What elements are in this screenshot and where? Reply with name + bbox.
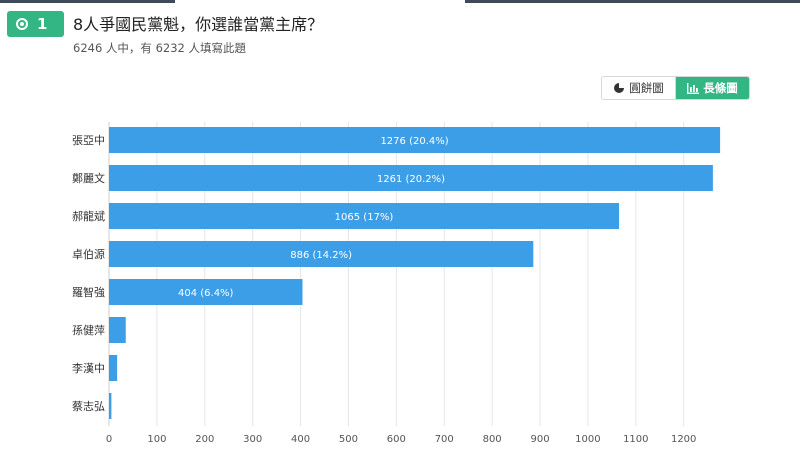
x-tick-label: 700 [435,434,454,445]
bar [109,317,126,343]
category-label: 李漢中 [72,361,105,375]
category-label: 蔡志弘 [72,400,105,413]
x-tick-label: 1000 [575,434,600,445]
category-label: 鄭麗文 [72,171,105,185]
question-response-count: 6246 人中，有 6232 人填寫此題 [73,41,246,55]
question-number: 1 [37,15,48,33]
radio-icon [16,18,28,30]
x-tick-label: 300 [243,434,262,445]
x-tick-label: 800 [483,434,502,445]
bar [109,127,721,153]
bar-chart-button-label: 長條圖 [703,81,738,95]
question-title: 8人爭國民黨魁，你選誰當黨主席？ [73,15,324,34]
x-tick-label: 600 [387,434,406,445]
bar-value-label: 404 (6.4%) [178,288,234,299]
bar-value-label: 1065 (17%) [335,212,394,223]
x-tick-label: 500 [339,434,358,445]
top-strip-segment [0,0,175,3]
chart-labels: 0 100 200 300 400 500 600 700 800 900 1000 1100 1200… [72,134,696,445]
bar-chart-icon [687,82,700,94]
chart-bars [109,127,721,419]
bar [109,241,534,267]
x-tick-label: 900 [530,434,549,445]
bar [109,279,303,305]
top-strip-segment [465,0,800,3]
bar-value-label: 1276 (20.4%) [380,136,448,147]
chart-view-toggle: 圓餅圖 長條圖 [601,76,750,100]
bar [109,393,112,419]
bar [109,165,713,191]
bar [109,203,620,229]
top-strip [0,0,800,3]
bar-chart-button[interactable]: 長條圖 [676,77,749,99]
x-tick-label: 0 [106,434,112,445]
pie-chart-button-label: 圓餅圖 [629,81,664,95]
x-tick-label: 200 [195,434,214,445]
category-label: 張亞中 [72,134,105,147]
category-label: 郝龍斌 [72,209,105,223]
bar-value-label: 1261 (20.2%) [377,174,445,185]
category-label: 羅智強 [72,285,105,299]
question-number-badge: 1 [7,11,64,37]
x-tick-label: 400 [291,434,310,445]
x-tick-label: 1100 [623,434,648,445]
bar [109,355,118,381]
x-tick-label: 1200 [671,434,696,445]
category-label: 孫健萍 [72,324,105,337]
pie-chart-icon [614,82,625,93]
category-label: 卓伯源 [72,247,105,261]
pie-chart-button[interactable]: 圓餅圖 [602,77,676,99]
bar-value-label: 886 (14.2%) [290,250,352,261]
x-tick-label: 100 [147,434,166,445]
